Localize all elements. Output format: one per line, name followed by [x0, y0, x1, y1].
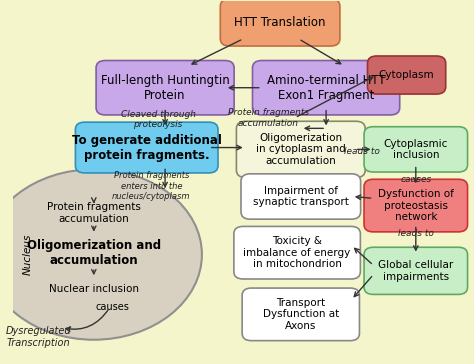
Text: Cleaved through
proteolysis: Cleaved through proteolysis: [121, 110, 196, 129]
Text: HTT Translation: HTT Translation: [234, 16, 326, 29]
FancyBboxPatch shape: [364, 179, 467, 232]
Text: Protein fragments
accumulation: Protein fragments accumulation: [228, 108, 309, 127]
FancyBboxPatch shape: [367, 56, 446, 94]
Text: Dysregulated
Transcription: Dysregulated Transcription: [6, 327, 72, 348]
FancyArrowPatch shape: [66, 309, 109, 332]
FancyBboxPatch shape: [242, 288, 359, 341]
Text: Protein fragments
enters into the
nucleus/cytoplasm: Protein fragments enters into the nucleu…: [112, 171, 191, 201]
Text: leads to: leads to: [344, 147, 380, 156]
FancyBboxPatch shape: [364, 247, 467, 294]
Text: Global cellular
impairments: Global cellular impairments: [378, 260, 454, 282]
Text: Amino-terminal HTT
Exon1 Fragment: Amino-terminal HTT Exon1 Fragment: [267, 74, 385, 102]
FancyBboxPatch shape: [364, 127, 467, 172]
Text: causes: causes: [95, 302, 129, 312]
Text: Impairment of
synaptic transport: Impairment of synaptic transport: [253, 186, 349, 207]
FancyBboxPatch shape: [253, 60, 400, 115]
Text: Oligomerization
in cytoplasm and
accumulation: Oligomerization in cytoplasm and accumul…: [256, 133, 346, 166]
Text: Nuclear inclusion: Nuclear inclusion: [49, 284, 139, 294]
Circle shape: [0, 169, 202, 340]
Text: Toxicity &
imbalance of energy
in mitochondrion: Toxicity & imbalance of energy in mitoch…: [244, 236, 351, 269]
Text: Full-length Huntingtin
Protein: Full-length Huntingtin Protein: [101, 74, 229, 102]
FancyBboxPatch shape: [220, 0, 340, 46]
Text: Transport
Dysfunction at
Axons: Transport Dysfunction at Axons: [263, 298, 339, 331]
Text: Nucleus: Nucleus: [23, 234, 33, 275]
Text: Cytoplasmic
inclusion: Cytoplasmic inclusion: [383, 139, 448, 160]
Text: leads to: leads to: [398, 229, 434, 238]
Text: To generate additional
protein fragments.: To generate additional protein fragments…: [72, 134, 222, 162]
FancyBboxPatch shape: [241, 174, 361, 219]
Text: Dysfunction of
proteostasis
network: Dysfunction of proteostasis network: [378, 189, 454, 222]
FancyBboxPatch shape: [234, 226, 360, 279]
Text: Cytoplasm: Cytoplasm: [379, 70, 434, 80]
FancyBboxPatch shape: [96, 60, 234, 115]
Text: Protein fragments
accumulation: Protein fragments accumulation: [47, 202, 141, 223]
Text: Oligomerization and
accumulation: Oligomerization and accumulation: [27, 239, 161, 267]
FancyBboxPatch shape: [237, 121, 365, 178]
FancyBboxPatch shape: [75, 122, 218, 173]
Text: causes: causes: [400, 175, 431, 183]
